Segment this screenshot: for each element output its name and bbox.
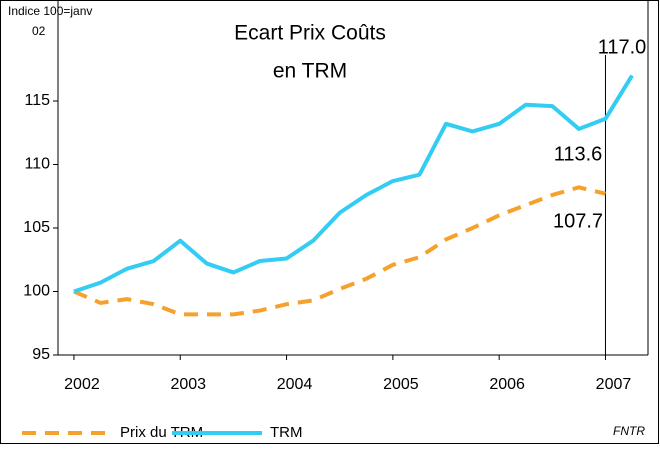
legend-label: Prix du TRM bbox=[120, 424, 203, 441]
y-tick-label: 115 bbox=[24, 92, 50, 109]
y-label: 02 bbox=[32, 24, 46, 38]
legend-label: TRM bbox=[270, 424, 303, 441]
annotation: 117.0 bbox=[598, 36, 647, 58]
x-tick-label: 2002 bbox=[64, 376, 100, 393]
x-tick-label: 2007 bbox=[596, 376, 632, 393]
series-line bbox=[73, 74, 634, 294]
annotation: 107.7 bbox=[553, 210, 603, 232]
y-tick-label: 105 bbox=[23, 219, 50, 236]
x-tick-label: 2006 bbox=[489, 376, 525, 393]
y-tick-label: 95 bbox=[32, 346, 50, 363]
x-tick-label: 2004 bbox=[277, 376, 313, 393]
x-tick-label: 2003 bbox=[170, 376, 206, 393]
x-tick-label: 2005 bbox=[383, 376, 419, 393]
chart-title: en TRM bbox=[273, 60, 347, 83]
y-tick-label: 100 bbox=[23, 283, 50, 300]
series-line bbox=[73, 185, 606, 317]
chart-title: Ecart Prix Coûts bbox=[234, 22, 386, 45]
y-label: Indice 100=janv bbox=[8, 4, 92, 18]
annotation: 113.6 bbox=[554, 143, 603, 165]
source: FNTR bbox=[613, 424, 645, 438]
y-tick-label: 110 bbox=[24, 156, 50, 173]
